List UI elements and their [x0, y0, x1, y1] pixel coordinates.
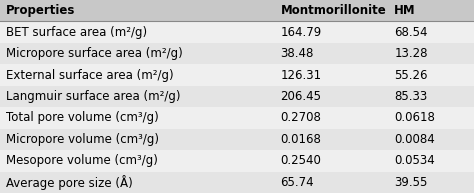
Text: 55.26: 55.26: [394, 69, 428, 82]
Text: Mesopore volume (cm³/g): Mesopore volume (cm³/g): [6, 154, 157, 167]
Bar: [0, 64, 474, 86]
Text: 0.0618: 0.0618: [394, 111, 435, 124]
Text: BET surface area (m²/g): BET surface area (m²/g): [6, 26, 147, 39]
Text: 206.45: 206.45: [281, 90, 321, 103]
Text: Micropore surface area (m²/g): Micropore surface area (m²/g): [6, 47, 182, 60]
Text: 65.74: 65.74: [281, 176, 314, 189]
Text: Langmuir surface area (m²/g): Langmuir surface area (m²/g): [6, 90, 180, 103]
Bar: [0, 86, 474, 107]
Text: Micropore volume (cm³/g): Micropore volume (cm³/g): [6, 133, 159, 146]
Bar: [0, 150, 474, 172]
Bar: [0, 43, 474, 64]
Bar: [275, 0, 389, 21]
Bar: [0, 107, 474, 129]
Bar: [0, 21, 474, 43]
Text: 38.48: 38.48: [281, 47, 314, 60]
Text: Total pore volume (cm³/g): Total pore volume (cm³/g): [6, 111, 158, 124]
Text: 0.0084: 0.0084: [394, 133, 435, 146]
Text: HM: HM: [394, 4, 416, 17]
Text: 0.2540: 0.2540: [281, 154, 321, 167]
Bar: [0, 129, 474, 150]
Bar: [389, 0, 474, 21]
Text: Montmorillonite: Montmorillonite: [281, 4, 386, 17]
Text: 164.79: 164.79: [281, 26, 322, 39]
Bar: [0, 0, 275, 21]
Bar: [0, 172, 474, 193]
Text: 85.33: 85.33: [394, 90, 428, 103]
Text: Properties: Properties: [6, 4, 75, 17]
Text: 126.31: 126.31: [281, 69, 322, 82]
Text: 13.28: 13.28: [394, 47, 428, 60]
Text: 0.2708: 0.2708: [281, 111, 321, 124]
Text: Average pore size (Å): Average pore size (Å): [6, 175, 132, 190]
Text: 0.0168: 0.0168: [281, 133, 321, 146]
Text: 39.55: 39.55: [394, 176, 428, 189]
Text: 0.0534: 0.0534: [394, 154, 435, 167]
Text: External surface area (m²/g): External surface area (m²/g): [6, 69, 173, 82]
Text: 68.54: 68.54: [394, 26, 428, 39]
